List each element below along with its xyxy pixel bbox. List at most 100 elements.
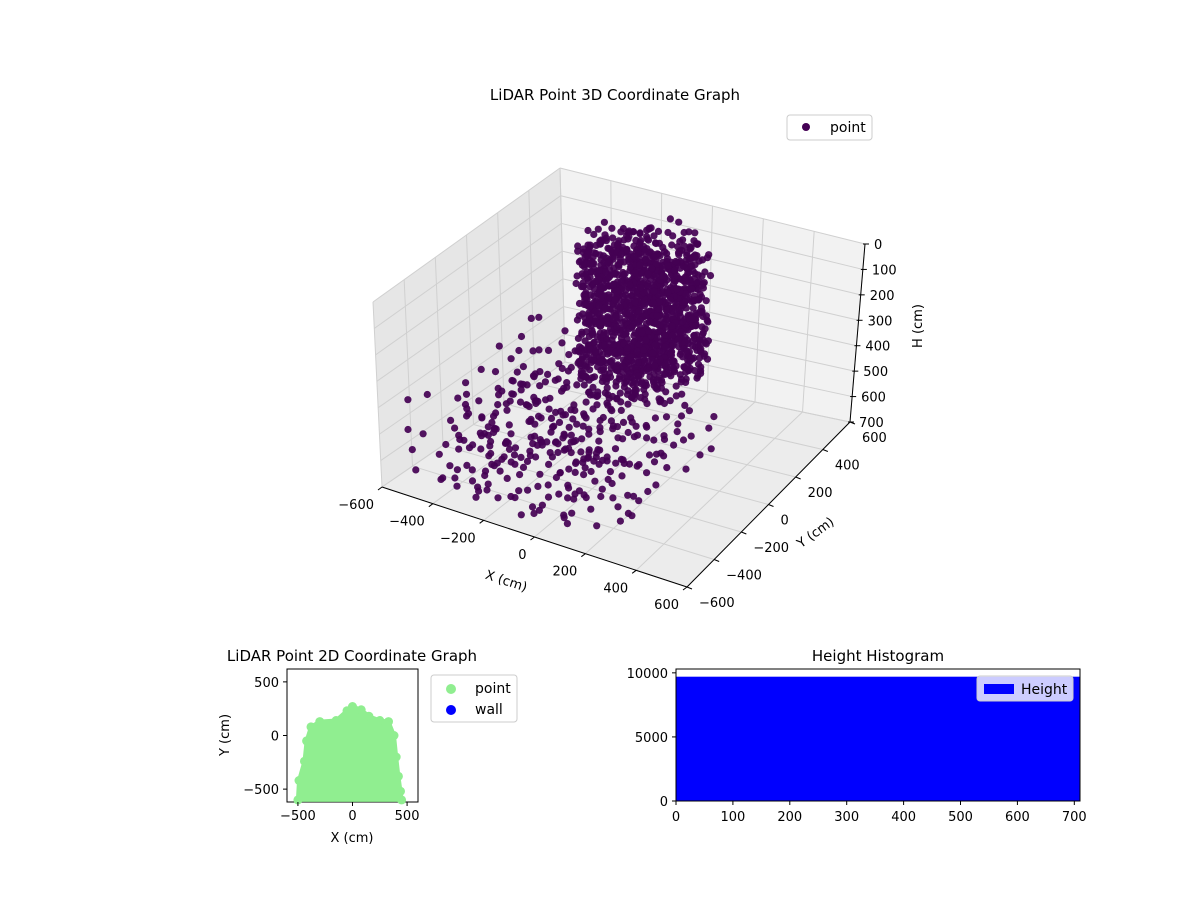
lidar-point-3d	[650, 232, 658, 240]
chart-2d-point-region	[293, 702, 407, 805]
lidar-point-3d	[653, 318, 661, 326]
lidar-point-3d	[673, 285, 681, 293]
chart-2d: LiDAR Point 2D Coordinate Graph −500−500…	[218, 647, 518, 846]
lidar-point-3d	[579, 458, 587, 466]
lidar-point-3d	[544, 493, 553, 501]
lidar-point-3d	[451, 474, 459, 482]
grid-z-left	[379, 306, 564, 435]
lidar-point-3d	[603, 314, 611, 322]
lidar-point-3d	[572, 279, 580, 288]
height-histogram: Height Histogram 0 100 200 300 400 500 600 7000…	[627, 647, 1087, 825]
lidar-point-3d	[490, 412, 498, 420]
lidar-point-3d	[640, 357, 649, 365]
lidar-point-3d	[554, 448, 562, 457]
lidar-point-3d	[509, 377, 517, 385]
x-tick-label-hist: 600	[1005, 810, 1030, 825]
lidar-point-3d	[563, 383, 571, 391]
lidar-point-3d	[599, 413, 607, 422]
lidar-point-3d	[613, 362, 621, 370]
lidar-point-3d	[435, 450, 443, 458]
lidar-point-3d	[627, 353, 635, 361]
y-tick	[768, 504, 774, 507]
lidar-point-3d	[404, 396, 412, 404]
lidar-point-3d	[455, 445, 463, 453]
lidar-point-3d	[412, 466, 420, 474]
lidar-point-3d	[565, 423, 573, 431]
lidar-point-3d	[652, 481, 660, 489]
lidar-point-3d	[633, 347, 641, 356]
lidar-point-3d	[544, 370, 552, 378]
y-tick	[741, 531, 747, 535]
lidar-point-2d	[389, 731, 399, 740]
lidar-point-3d	[538, 438, 546, 446]
lidar-point-3d	[580, 491, 588, 499]
lidar-point-3d	[603, 329, 611, 337]
lidar-point-3d	[582, 398, 590, 406]
lidar-point-3d	[515, 346, 523, 355]
lidar-point-3d	[590, 285, 599, 293]
lidar-point-3d	[644, 327, 653, 335]
lidar-point-3d	[468, 466, 476, 474]
lidar-point-3d	[561, 445, 570, 453]
lidar-point-3d	[453, 482, 461, 490]
lidar-point-3d	[633, 431, 642, 439]
lidar-point-3d	[581, 464, 589, 472]
lidar-point-3d	[591, 277, 600, 285]
histogram-title: Height Histogram	[812, 647, 944, 665]
lidar-point-3d	[632, 422, 640, 430]
lidar-point-3d	[502, 400, 510, 408]
lidar-point-2d	[375, 716, 385, 725]
lidar-point-3d	[637, 284, 645, 292]
lidar-point-3d	[669, 342, 677, 350]
lidar-point-3d	[462, 390, 471, 398]
grid-x-back	[802, 231, 815, 413]
lidar-point-3d	[484, 423, 492, 431]
x-tick-label-hist: 0	[672, 810, 680, 825]
lidar-point-3d	[586, 241, 594, 249]
lidar-point-3d	[614, 434, 622, 442]
grid-x-back	[754, 218, 764, 403]
lidar-point-3d	[624, 509, 633, 517]
lidar-point-3d	[596, 319, 604, 327]
lidar-point-3d	[577, 448, 585, 456]
lidar-point-3d	[503, 474, 511, 482]
chart-3d: LiDAR Point 3D Coordinate Graph −600 −400…	[338, 86, 926, 613]
lidar-point-3d	[705, 424, 713, 432]
lidar-point-3d	[603, 319, 611, 328]
grid-z-left	[381, 361, 566, 488]
x-tick	[581, 553, 586, 558]
lidar-point-3d	[615, 375, 624, 383]
lidar-point-3d	[612, 313, 620, 321]
lidar-point-3d	[527, 314, 535, 322]
lidar-point-2d	[356, 705, 366, 715]
x-tick	[682, 586, 688, 591]
lidar-point-3d	[517, 511, 525, 519]
chart-3d-legend: point	[786, 114, 873, 141]
lidar-point-3d	[495, 391, 503, 399]
lidar-point-3d	[697, 369, 705, 377]
lidar-point-3d	[616, 517, 625, 525]
lidar-point-3d	[560, 511, 568, 519]
lidar-point-3d	[591, 307, 600, 315]
lidar-point-3d	[660, 399, 669, 408]
lidar-point-3d	[577, 257, 585, 265]
lidar-point-3d	[597, 284, 606, 292]
lidar-point-2d	[393, 771, 403, 781]
lidar-point-3d	[664, 228, 672, 237]
lidar-point-3d	[643, 434, 651, 442]
lidar-point-3d	[611, 445, 620, 453]
lidar-point-3d	[683, 336, 692, 344]
lidar-point-3d	[691, 229, 699, 237]
lidar-point-3d	[510, 451, 519, 459]
histogram-legend: Height	[976, 675, 1074, 702]
x-tick-label-hist: 100	[720, 810, 745, 825]
z-tick-label: 400	[865, 340, 890, 355]
grid-z-left	[375, 223, 562, 356]
lidar-point-3d	[682, 465, 690, 473]
lidar-point-3d	[519, 380, 527, 388]
lidar-point-3d	[586, 260, 594, 268]
lidar-point-3d	[490, 462, 498, 470]
lidar-point-3d	[507, 492, 515, 501]
chart-2d-xlabel: X (cm)	[331, 831, 374, 846]
lidar-point-3d	[597, 294, 605, 302]
